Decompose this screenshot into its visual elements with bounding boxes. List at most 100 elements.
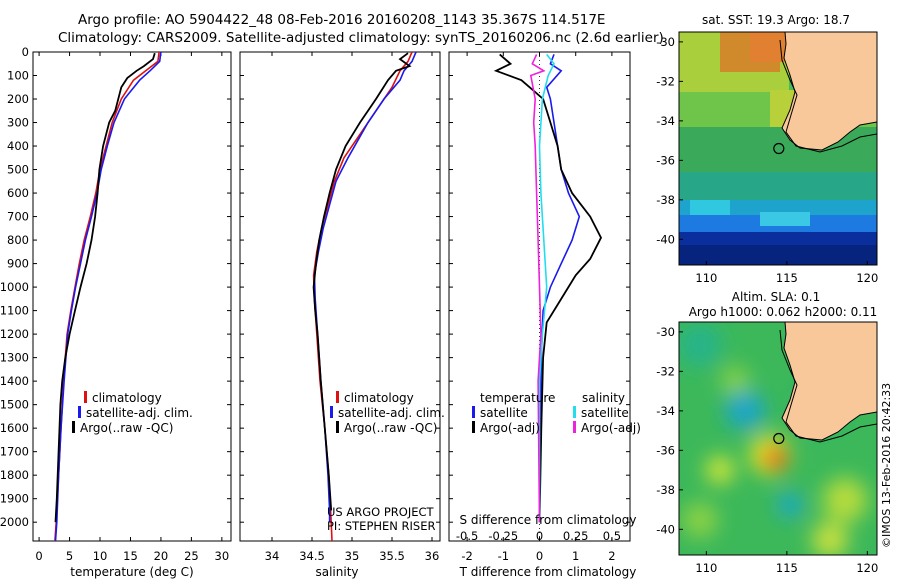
legend-swatch-sal-satellite: [573, 406, 576, 418]
sal-diff-tick-label: 0.25: [563, 529, 589, 543]
x-tick-label: 36: [425, 549, 440, 563]
salinity-panel: 34 34.5 35 35.5 36 salinity climatology sate…: [239, 51, 445, 579]
argo-float-marker: [773, 432, 785, 445]
sla-map-frame: [678, 321, 878, 556]
legend-climatology: climatology: [344, 391, 414, 405]
lon-tick-label: 110: [695, 561, 717, 575]
temperature-axes-frame: [32, 51, 232, 542]
temperature-panel: 0100200300400500600700800900100011001200…: [0, 45, 232, 579]
temperature-legend: climatology satellite-adj. clim. Argo(..…: [72, 391, 193, 435]
legend-sal-argo: Argo(-adj): [581, 421, 641, 435]
x-tick-label: 0: [35, 549, 42, 563]
argo-float-marker: [773, 142, 785, 155]
x-tick-label: 10: [93, 549, 108, 563]
depth-tick-label: 1900: [0, 492, 29, 506]
x-tick-label: 35: [345, 549, 360, 563]
sal-diff-tick-label: 0.5: [603, 529, 621, 543]
legend-swatch-climatology: [336, 391, 339, 403]
series-salinity-argo-adj: [529, 54, 546, 523]
x-tick-label: 15: [123, 549, 138, 563]
header-line-1: Argo profile: AO 5904422_48 08-Feb-2016 …: [78, 12, 605, 28]
legend-climatology: climatology: [92, 391, 162, 405]
legend-satellite: satellite-adj. clim.: [338, 406, 445, 420]
depth-tick-label: 1500: [0, 398, 29, 412]
x-tick-label: 34.5: [299, 549, 325, 563]
legend-satellite: satellite-adj. clim.: [86, 406, 193, 420]
legend-swatch-temp-satellite: [472, 406, 475, 418]
temperature-x-label: temperature (deg C): [70, 565, 193, 579]
series-argo-raw-qc: [312, 52, 412, 511]
sla-map-panel: Altim. SLA: 0.1 Argo h1000: 0.062 h2000:…: [656, 290, 878, 575]
lon-tick-label: 110: [695, 271, 717, 285]
legend-swatch-temp-argo: [472, 421, 475, 433]
x-tick-label: -1: [498, 549, 509, 563]
lon-tick-label: 120: [856, 271, 878, 285]
depth-tick-label: 2000: [0, 515, 29, 529]
lat-tick-label: -36: [656, 153, 675, 167]
depth-tick-label: 100: [7, 69, 29, 83]
x-tick-label: 30: [215, 549, 230, 563]
lon-tick-label: 115: [776, 271, 798, 285]
lat-tick-label: -30: [656, 325, 675, 339]
x-tick-label: 34: [265, 549, 280, 563]
lat-tick-label: -38: [656, 193, 675, 207]
temperature-x-axis: 0 5 10 15 20 25 30: [35, 52, 229, 563]
legend-temperature-header: temperature: [480, 391, 555, 405]
lat-tick-label: -30: [656, 35, 675, 49]
imos-credit: ©IMOS 13-Feb-2016 20:42:33: [880, 383, 893, 548]
series-temperature-argo-adj: [493, 53, 603, 523]
legend-swatch-argo: [336, 421, 339, 433]
legend-temp-satellite: satellite: [480, 406, 528, 420]
pi-annotation: PI: STEPHEN RISER: [327, 519, 436, 533]
legend-salinity-header: salinity: [582, 391, 625, 405]
lat-tick-label: -34: [656, 404, 675, 418]
lat-tick-label: -40: [656, 522, 675, 536]
legend-swatch-climatology: [84, 391, 87, 403]
salinity-x-label: salinity: [315, 565, 358, 579]
depth-tick-label: 1100: [0, 304, 29, 318]
depth-tick-label: 1400: [0, 374, 29, 388]
legend-swatch-argo: [72, 421, 75, 433]
depth-tick-label: 700: [7, 210, 29, 224]
legend-argo: Argo(..raw -QC): [80, 421, 173, 435]
series-argo-raw-qc: [54, 52, 156, 523]
depth-tick-label: 1600: [0, 421, 29, 435]
legend-swatch-satellite: [330, 406, 333, 418]
salinity-axes-frame: [239, 51, 441, 542]
s-difference-label: S difference from climatology: [460, 513, 637, 527]
sal-diff-tick-label: -0.25: [488, 529, 518, 543]
header-line-2: Climatology: CARS2009. Satellite-adjuste…: [58, 30, 664, 46]
depth-tick-label: 0: [22, 45, 29, 59]
lat-tick-label: -32: [656, 364, 675, 378]
x-tick-label: 35.5: [379, 549, 405, 563]
lon-tick-label: 115: [776, 561, 798, 575]
sla-map-field: [679, 322, 877, 555]
depth-tick-label: 1300: [0, 351, 29, 365]
legend-swatch-sal-argo: [573, 421, 576, 433]
depth-tick-label: 1200: [0, 327, 29, 341]
salinity-x-axis: 34 34.5 35 35.5 36: [265, 52, 440, 563]
project-annotation: US ARGO PROJECT: [327, 505, 435, 519]
depth-tick-label: 600: [7, 186, 29, 200]
depth-tick-label: 900: [7, 257, 29, 271]
depth-tick-label: 800: [7, 233, 29, 247]
x-tick-label: 0: [536, 549, 543, 563]
sst-map-title: sat. SST: 19.3 Argo: 18.7: [702, 13, 850, 27]
depth-tick-label: 500: [7, 163, 29, 177]
sst-map-field: [679, 32, 877, 265]
depth-tick-label: 1700: [0, 445, 29, 459]
depth-tick-label: 400: [7, 139, 29, 153]
x-tick-label: 20: [154, 549, 169, 563]
depth-axis: 0 100 200 300 400 500 600 700 800 900 1000 1100 1200…: [0, 45, 231, 529]
series-satellite-adj-clim: [54, 52, 162, 541]
depth-tick-label: 200: [7, 92, 29, 106]
depth-tick-label: 300: [7, 116, 29, 130]
lat-tick-label: -34: [656, 114, 675, 128]
lon-tick-label: 120: [856, 561, 878, 575]
legend-argo: Argo(..raw -QC): [344, 421, 437, 435]
lat-tick-label: -38: [656, 483, 675, 497]
sla-map-title-1: Altim. SLA: 0.1: [732, 290, 820, 304]
sla-map-title-2: Argo h1000: 0.062 h2000: 0.11: [689, 305, 878, 319]
legend-sal-satellite: satellite: [581, 406, 629, 420]
